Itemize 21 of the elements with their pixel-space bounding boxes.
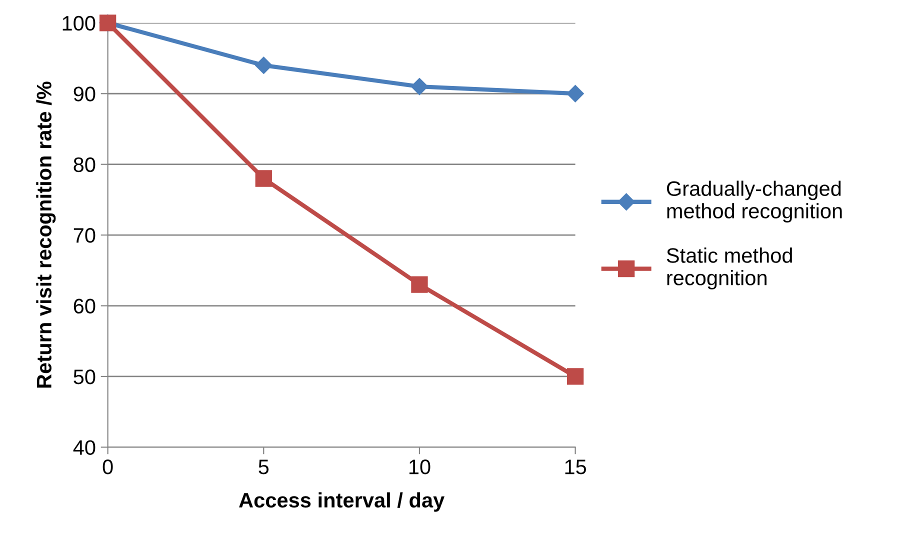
- y-tick-label: 60: [74, 298, 96, 314]
- y-tick-label: 70: [74, 228, 96, 243]
- y-tick-label: 40: [73, 440, 96, 455]
- y-tick-label: 80: [74, 157, 96, 172]
- y-axis-title: Return visit recognition rate /%: [36, 82, 56, 388]
- point: [255, 170, 272, 187]
- point: [411, 276, 428, 293]
- y-tick-label: 100: [62, 16, 96, 31]
- y-tick-label: 90: [74, 86, 96, 102]
- point: [566, 368, 584, 385]
- point: [566, 85, 584, 102]
- point: [255, 56, 272, 74]
- legend-label: Static method recognition: [666, 248, 792, 290]
- x-tick-label: 15: [565, 460, 586, 474]
- x-tick-label: 5: [258, 460, 269, 474]
- x-tick-label: 10: [409, 460, 430, 474]
- y-tick-label: 50: [74, 369, 96, 384]
- x-tick-label: 0: [102, 460, 113, 474]
- legend-label: Gradually-changed method recognition: [666, 180, 842, 223]
- point: [410, 78, 428, 96]
- x-axis-title: Access interval / day: [239, 492, 445, 512]
